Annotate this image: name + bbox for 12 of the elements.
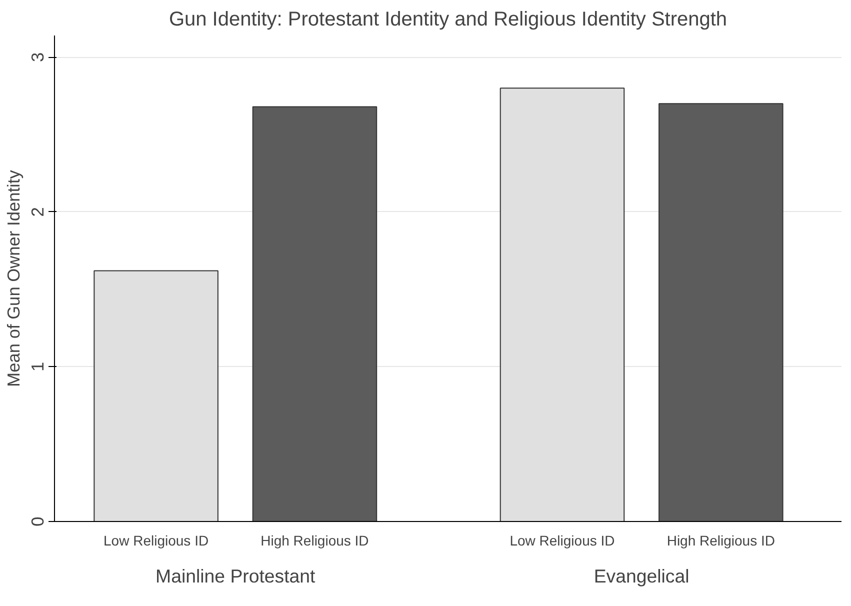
- y-tick-label: 1: [28, 362, 48, 372]
- text: Evangelical: [594, 566, 690, 586]
- y-tick-label: 2: [28, 207, 48, 217]
- x-tick-label: High Religious ID: [666, 532, 776, 548]
- x-tick-label: Low Religious ID: [510, 532, 615, 548]
- chart-title: Gun Identity: Protestant Identity and Religious Identity Strength: [168, 8, 728, 30]
- x-tick-label: High Religious ID: [260, 532, 369, 548]
- y-tick-label: 3: [28, 52, 48, 62]
- x-tick-label: Low Religious ID: [104, 532, 209, 548]
- y-axis-title: Mean of Gun Owner Identity: [4, 170, 24, 387]
- text: Mainline Protestant: [156, 566, 316, 586]
- y-tick-label: 0: [28, 516, 48, 526]
